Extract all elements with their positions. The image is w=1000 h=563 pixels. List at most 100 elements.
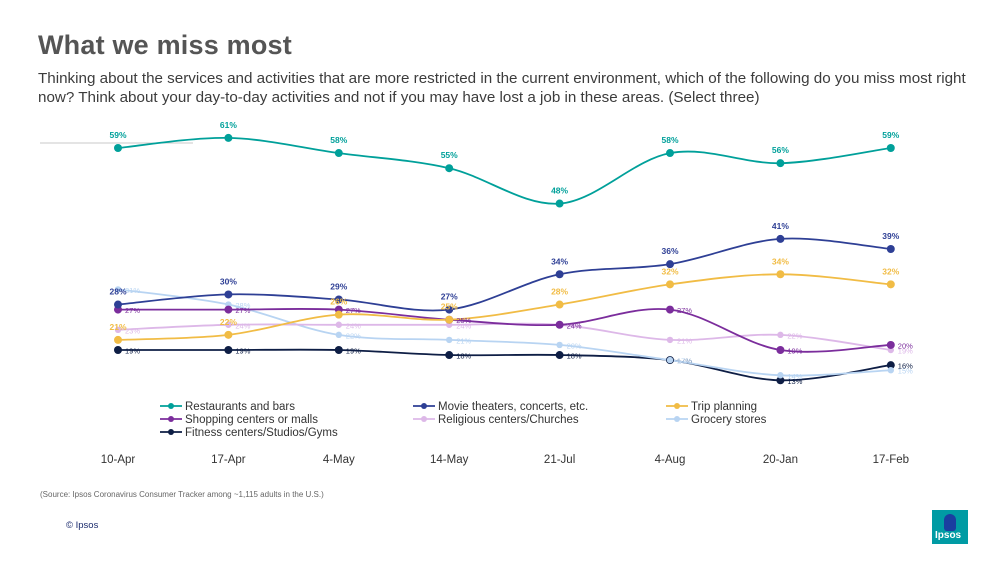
data-label-restaurants-and-bars-4-aug: 58% bbox=[661, 135, 678, 145]
data-point-restaurants-and-bars-17-feb bbox=[886, 144, 895, 152]
data-point-restaurants-and-bars-4-aug bbox=[666, 149, 674, 158]
series-line-trip-planning bbox=[117, 273, 891, 341]
data-point-fitness-centers-studios-gyms-21-jul bbox=[555, 351, 564, 360]
question-subtitle: Thinking about the services and activiti… bbox=[38, 70, 966, 106]
legend-label-fitness-centers-studios-gyms: Fitness centers/Studios/Gyms bbox=[185, 427, 338, 439]
data-point-fitness-centers-studios-gyms-10-apr bbox=[114, 346, 122, 354]
data-point-trip-planning-21-jul bbox=[555, 300, 564, 309]
data-label-trip-planning-17-feb: 32% bbox=[882, 266, 899, 276]
series-line-fitness-centers-studios-gyms bbox=[118, 348, 891, 382]
legend-item-movie-theaters-concerts-etc: Movie theaters, concerts, etc. bbox=[413, 401, 588, 413]
data-point-restaurants-and-bars-4-may bbox=[334, 149, 343, 158]
data-label-fitness-centers-studios-gyms-20-jan: 13% bbox=[787, 377, 802, 386]
legend-item-trip-planning: Trip planning bbox=[666, 401, 757, 413]
data-point-grocery-stores-21-jul bbox=[556, 341, 563, 349]
data-point-trip-planning-4-may bbox=[334, 310, 343, 319]
data-label-grocery-stores-10-apr: 31% bbox=[125, 286, 140, 295]
data-label-trip-planning-20-jan: 34% bbox=[772, 256, 789, 266]
logo-text: Ipsos bbox=[935, 530, 962, 541]
legend-label-restaurants-and-bars: Restaurants and bars bbox=[185, 401, 295, 413]
data-label-shopping-centers-or-malls-17-feb: 20% bbox=[898, 341, 913, 350]
data-point-fitness-centers-studios-gyms-20-jan bbox=[776, 376, 785, 385]
legend-swatch-dot-shopping-centers-or-malls bbox=[168, 416, 174, 422]
data-point-grocery-stores-4-may bbox=[335, 331, 342, 339]
legend-label-religious-centers-churches: Religious centers/Churches bbox=[438, 414, 579, 426]
data-point-restaurants-and-bars-17-apr bbox=[224, 133, 233, 142]
series-lines bbox=[117, 136, 891, 382]
legend-item-shopping-centers-or-malls: Shopping centers or malls bbox=[160, 414, 318, 426]
data-label-grocery-stores-14-may: 21% bbox=[456, 336, 471, 345]
data-label-movie-theaters-concerts-etc-20-jan: 41% bbox=[772, 221, 789, 231]
data-point-trip-planning-17-apr bbox=[224, 330, 233, 339]
data-point-fitness-centers-studios-gyms-17-feb bbox=[886, 361, 895, 370]
legend-swatch-dot-movie-theaters-concerts-etc bbox=[421, 403, 427, 409]
data-label-religious-centers-churches-20-jan: 22% bbox=[787, 331, 802, 340]
data-point-trip-planning-14-may bbox=[445, 315, 454, 324]
data-label-fitness-centers-studios-gyms-17-feb: 16% bbox=[898, 362, 913, 371]
data-label-fitness-centers-studios-gyms-4-may: 19% bbox=[346, 347, 361, 356]
data-label-fitness-centers-studios-gyms-17-apr: 19% bbox=[235, 347, 250, 356]
data-label-shopping-centers-or-malls-21-jul: 24% bbox=[567, 321, 582, 330]
x-axis-labels: 10-Apr 17-Apr 4-May 14-May 21-Jul 4-Aug 20-Jan… bbox=[101, 454, 909, 466]
legend-label-movie-theaters-concerts-etc: Movie theaters, concerts, etc. bbox=[438, 401, 588, 413]
data-point-religious-centers-churches-17-apr bbox=[225, 321, 232, 328]
data-point-movie-theaters-concerts-etc-21-jul bbox=[555, 270, 564, 279]
data-label-shopping-centers-or-malls-17-apr: 27% bbox=[235, 306, 250, 315]
series-points bbox=[114, 133, 895, 385]
data-label-movie-theaters-concerts-etc-4-may: 29% bbox=[330, 282, 347, 292]
data-point-movie-theaters-concerts-etc-4-aug bbox=[666, 260, 674, 269]
data-label-grocery-stores-20-jan: 14% bbox=[787, 372, 802, 381]
x-tick-20-jan: 20-Jan bbox=[763, 454, 798, 466]
data-label-fitness-centers-studios-gyms-10-apr: 19% bbox=[125, 347, 140, 356]
data-point-religious-centers-churches-4-aug bbox=[666, 336, 674, 344]
data-label-religious-centers-churches-21-jul: 24% bbox=[567, 321, 582, 330]
data-point-movie-theaters-concerts-etc-17-apr bbox=[224, 290, 233, 299]
x-tick-21-jul: 21-Jul bbox=[544, 454, 575, 466]
x-tick-14-may: 14-May bbox=[430, 454, 469, 466]
data-label-fitness-centers-studios-gyms-21-jul: 18% bbox=[567, 352, 582, 361]
data-label-religious-centers-churches-14-may: 24% bbox=[456, 321, 471, 330]
data-label-religious-centers-churches-17-feb: 19% bbox=[898, 347, 913, 356]
data-point-restaurants-and-bars-20-jan bbox=[776, 159, 785, 168]
data-label-movie-theaters-concerts-etc-10-apr: 28% bbox=[109, 287, 126, 297]
x-tick-17-apr: 17-Apr bbox=[211, 454, 246, 466]
data-label-fitness-centers-studios-gyms-14-may: 18% bbox=[456, 352, 471, 361]
data-point-restaurants-and-bars-14-may bbox=[445, 164, 454, 173]
data-label-grocery-stores-4-aug: 17% bbox=[677, 357, 692, 366]
legend-item-grocery-stores: Grocery stores bbox=[666, 414, 767, 426]
legend: Restaurants and bars Movie theaters, conc… bbox=[160, 401, 767, 439]
data-point-grocery-stores-17-feb bbox=[887, 367, 894, 374]
data-label-trip-planning-4-aug: 32% bbox=[661, 266, 678, 276]
x-tick-4-may: 4-May bbox=[323, 454, 355, 466]
data-label-restaurants-and-bars-20-jan: 56% bbox=[772, 145, 789, 155]
data-labels: 19% 19% 19%18% 18%17%13%16%31%28%22%21%20%1… bbox=[109, 120, 913, 386]
data-label-movie-theaters-concerts-etc-21-jul: 34% bbox=[551, 256, 568, 266]
data-point-grocery-stores-4-aug bbox=[666, 356, 674, 364]
data-label-religious-centers-churches-4-aug: 21% bbox=[677, 336, 692, 345]
data-point-restaurants-and-bars-10-apr bbox=[114, 144, 122, 152]
legend-label-shopping-centers-or-malls: Shopping centers or malls bbox=[185, 414, 318, 426]
data-label-grocery-stores-4-may: 22% bbox=[346, 331, 361, 340]
data-label-fitness-centers-studios-gyms-4-aug: 17% bbox=[677, 357, 692, 366]
legend-swatch-dot-fitness-centers-studios-gyms bbox=[168, 429, 174, 435]
data-point-movie-theaters-concerts-etc-20-jan bbox=[776, 234, 785, 243]
legend-item-religious-centers-churches: Religious centers/Churches bbox=[413, 414, 579, 426]
logo-figure-icon bbox=[944, 514, 956, 531]
data-point-shopping-centers-or-malls-17-apr bbox=[224, 305, 233, 314]
data-label-trip-planning-14-may: 25% bbox=[441, 302, 458, 312]
data-point-movie-theaters-concerts-etc-4-may bbox=[334, 295, 343, 304]
legend-item-restaurants-and-bars: Restaurants and bars bbox=[160, 401, 295, 413]
data-label-restaurants-and-bars-4-may: 58% bbox=[330, 135, 347, 145]
data-label-restaurants-and-bars-17-apr: 61% bbox=[220, 120, 237, 130]
data-label-shopping-centers-or-malls-20-jan: 19% bbox=[787, 347, 802, 356]
series-line-restaurants-and-bars bbox=[117, 136, 891, 205]
data-point-fitness-centers-studios-gyms-4-may bbox=[334, 346, 343, 354]
x-tick-17-feb: 17-Feb bbox=[873, 454, 909, 466]
data-point-fitness-centers-studios-gyms-14-may bbox=[445, 351, 454, 360]
data-point-shopping-centers-or-malls-21-jul bbox=[555, 320, 564, 329]
data-label-religious-centers-churches-4-may: 24% bbox=[346, 321, 361, 330]
series-line-shopping-centers-or-malls bbox=[117, 307, 891, 353]
source-note: (Source: Ipsos Coronavirus Consumer Trac… bbox=[40, 490, 324, 499]
data-label-shopping-centers-or-malls-14-may: 25% bbox=[456, 316, 471, 325]
data-point-religious-centers-churches-4-may bbox=[335, 321, 342, 328]
